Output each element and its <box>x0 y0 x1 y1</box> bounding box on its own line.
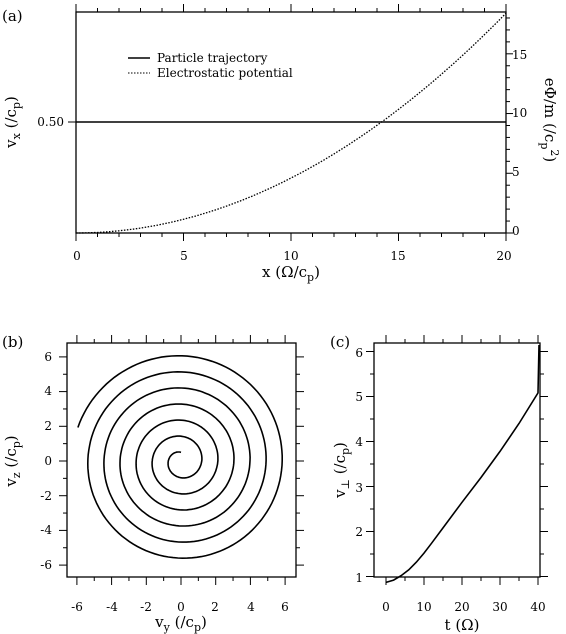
a-x-axis-label: x (Ω/cp) <box>262 263 320 284</box>
c-y-tick-4: 4 <box>355 435 363 449</box>
c-x-tick-40: 40 <box>530 600 545 614</box>
series-perpendicular-velocity <box>385 344 540 584</box>
panel-b-ticks <box>59 335 304 585</box>
c-x-axis-label: t (Ω) <box>445 616 480 634</box>
c-y-tick-3: 3 <box>355 481 363 495</box>
panel-c: (c) 0 10 20 30 40 1 2 3 4 5 6 t (Ω) v⊥ (… <box>330 333 548 634</box>
b-x-tick-4: 4 <box>247 600 255 614</box>
b-y-axis-label: vz (/cp) <box>2 435 23 487</box>
a-y-tick-050: 0.50 <box>37 115 64 129</box>
a-x-tick-0: 0 <box>73 249 81 263</box>
b-y-tick-4: 4 <box>44 384 52 398</box>
panel-a: (a) 0 5 10 15 20 0.50 0 5 10 15 x (Ω/cp)… <box>2 4 561 284</box>
b-x-tick-m6: -6 <box>71 600 83 614</box>
a-x-tick-10: 10 <box>283 249 298 263</box>
b-x-tick-6: 6 <box>281 600 289 614</box>
b-y-tick-2: 2 <box>44 419 52 433</box>
legend-electrostatic-potential: Electrostatic potential <box>157 66 293 80</box>
b-y-tick-m2: -2 <box>40 489 52 503</box>
c-x-tick-20: 20 <box>454 600 469 614</box>
b-x-axis-label: vy (/cp) <box>154 613 207 634</box>
c-y-tick-6: 6 <box>355 346 363 360</box>
a-y2-axis-label: eΦ/m (/cp2) <box>538 78 561 162</box>
a-y-axis-label: vx (/cp) <box>2 96 23 149</box>
panel-c-ticks <box>366 335 548 585</box>
b-y-tick-m4: -4 <box>40 523 52 537</box>
b-x-tick-0: 0 <box>177 600 185 614</box>
b-x-tick-m2: -2 <box>140 600 152 614</box>
c-y-tick-5: 5 <box>355 390 363 404</box>
a-y2-tick-0: 0 <box>512 224 520 238</box>
c-y-tick-2: 2 <box>355 525 363 539</box>
b-y-tick-0: 0 <box>44 454 52 468</box>
a-x-tick-5: 5 <box>180 249 188 263</box>
c-x-tick-10: 10 <box>416 600 431 614</box>
c-x-tick-30: 30 <box>492 600 507 614</box>
b-y-tick-m6: -6 <box>40 558 52 572</box>
c-x-tick-0: 0 <box>382 600 390 614</box>
panel-a-ticks <box>68 4 513 241</box>
series-velocity-spiral <box>77 355 283 560</box>
panel-c-label: (c) <box>330 333 350 351</box>
c-y-axis-label: v⊥ (/cp) <box>331 442 352 499</box>
b-x-tick-2: 2 <box>211 600 219 614</box>
b-y-tick-6: 6 <box>44 350 52 364</box>
a-x-tick-20: 20 <box>496 249 511 263</box>
panel-b-label: (b) <box>2 333 23 351</box>
b-x-tick-m4: -4 <box>106 600 118 614</box>
panel-b: (b) -6 -4 -2 0 2 4 6 6 4 2 0 -2 -4 -6 vy… <box>2 333 304 634</box>
panel-c-frame <box>373 342 541 578</box>
legend-particle-trajectory: Particle trajectory <box>157 51 268 65</box>
series-electrostatic-potential <box>76 12 507 234</box>
a-x-tick-15: 15 <box>390 249 405 263</box>
c-y-tick-1: 1 <box>355 571 363 585</box>
a-y2-tick-15: 15 <box>512 48 527 62</box>
a-y2-tick-5: 5 <box>512 165 520 179</box>
a-y2-tick-10: 10 <box>512 106 527 120</box>
panel-a-label: (a) <box>2 7 23 25</box>
